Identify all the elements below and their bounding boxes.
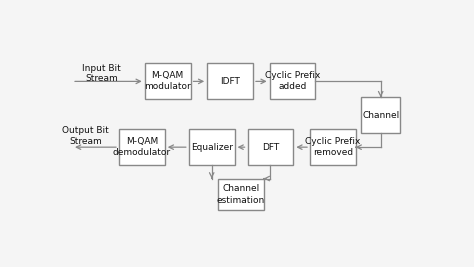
Text: Cyclic Prefix
added: Cyclic Prefix added [265, 71, 320, 91]
Text: Equalizer: Equalizer [191, 143, 233, 152]
Text: DFT: DFT [262, 143, 279, 152]
Text: Channel
estimation: Channel estimation [217, 184, 265, 205]
Bar [361, 97, 400, 133]
Text: M-QAM
modulator: M-QAM modulator [144, 71, 191, 91]
Bar [218, 179, 264, 210]
Bar [119, 129, 165, 165]
Bar [310, 129, 356, 165]
Text: Cyclic Prefix
removed: Cyclic Prefix removed [305, 137, 361, 157]
Bar [270, 63, 316, 99]
Text: Output Bit
Stream: Output Bit Stream [62, 126, 109, 146]
Text: IDFT: IDFT [220, 77, 240, 86]
Bar [145, 63, 191, 99]
Bar [247, 129, 293, 165]
Bar [189, 129, 235, 165]
Bar [207, 63, 253, 99]
Text: Input Bit
Stream: Input Bit Stream [82, 64, 121, 83]
Text: M-QAM
demodulator: M-QAM demodulator [113, 137, 171, 157]
Text: Channel: Channel [362, 111, 399, 120]
